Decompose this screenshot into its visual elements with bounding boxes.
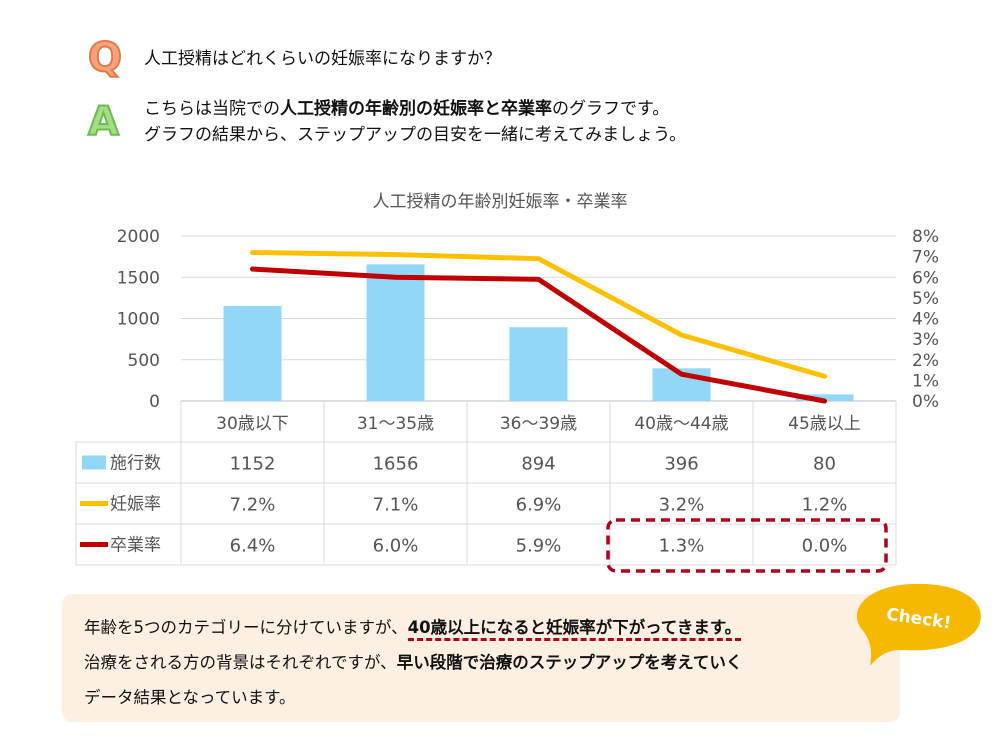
y-left-tick-label: 0 bbox=[149, 392, 160, 412]
line-1 bbox=[250, 250, 827, 379]
a-icon: A bbox=[87, 99, 120, 145]
data-label: 80 bbox=[813, 454, 836, 475]
y-right-tick-label: 4% bbox=[912, 310, 939, 330]
note-line-1: 年齢を5つのカテゴリーに分けていますが、40歳以上になると妊娠率が下がってきます… bbox=[84, 610, 864, 645]
answer-line-1-bold: 人工授精の年齢別の妊娠率と卒業率 bbox=[280, 99, 552, 119]
bar bbox=[366, 264, 425, 401]
highlight-box bbox=[606, 518, 888, 573]
answer-row: A こちらは当院での人工授精の年齢別の妊娠率と卒業率のグラフです。 グラフの結果… bbox=[87, 96, 686, 148]
age-pregnancy-chart: 人工授精の年齢別妊娠率・卒業率 0 500 1000 1500 2000 0%1%2%3%… bbox=[75, 192, 939, 573]
line-2 bbox=[250, 266, 827, 404]
data-label: 894 bbox=[521, 454, 555, 475]
y-right-tick-label: 1% bbox=[912, 371, 939, 391]
y-right-tick-label: 7% bbox=[912, 248, 939, 268]
grid-lines bbox=[181, 235, 896, 402]
y-right-tick-label: 8% bbox=[912, 227, 939, 247]
data-label: 6.9% bbox=[516, 495, 562, 516]
answer-line-1: こちらは当院での人工授精の年齢別の妊娠率と卒業率のグラフです。 bbox=[144, 96, 686, 122]
legend-key-bar bbox=[82, 455, 106, 470]
data-label: 1152 bbox=[230, 454, 276, 475]
speech-bubble-icon bbox=[856, 583, 981, 666]
bar bbox=[223, 305, 282, 401]
axis-labels: 0 500 1000 1500 2000 0%1%2%3%4%5%6%7%8% bbox=[117, 227, 939, 412]
bar bbox=[509, 327, 568, 401]
bar-series bbox=[223, 264, 854, 401]
y-right-tick-label: 3% bbox=[912, 330, 939, 350]
bar bbox=[795, 394, 854, 401]
note-line-2-bold: 早い段階で治療のステップアップを考えていく bbox=[396, 653, 743, 672]
y-right-tick-label: 5% bbox=[912, 289, 939, 309]
x-category-label: 31～35歳 bbox=[357, 414, 434, 434]
data-label: 396 bbox=[664, 454, 698, 475]
data-label: 0.0% bbox=[802, 536, 848, 557]
note-line-2: 治療をされる方の背景はそれぞれですが、早い段階で治療のステップアップを考えていく bbox=[84, 645, 864, 680]
q-icon: Q bbox=[87, 35, 123, 81]
data-label: 1656 bbox=[373, 454, 419, 475]
note-line-1-pre: 年齢を5つのカテゴリーに分けていますが、 bbox=[84, 618, 408, 637]
question-row: Q 人工授精はどれくらいの妊娠率になりますか？ bbox=[87, 35, 501, 81]
chart-title: 人工授精の年齢別妊娠率・卒業率 bbox=[373, 192, 628, 212]
answer-line-1-post: のグラフです。 bbox=[552, 99, 670, 119]
question-text: 人工授精はどれくらいの妊娠率になりますか？ bbox=[144, 49, 501, 69]
data-label: 3.2% bbox=[659, 495, 705, 516]
data-label: 7.2% bbox=[230, 495, 276, 516]
line-series bbox=[250, 250, 827, 404]
note-box bbox=[62, 594, 900, 722]
x-category-label: 45歳以上 bbox=[788, 414, 861, 434]
x-category-label: 36～39歳 bbox=[500, 414, 577, 434]
check-bubble: Check! bbox=[856, 583, 981, 666]
data-label: 6.0% bbox=[373, 536, 419, 557]
note-line-2-pre: 治療をされる方の背景はそれぞれですが、 bbox=[84, 653, 397, 672]
legend-label: 妊娠率 bbox=[110, 495, 161, 515]
note-line-3: データ結果となっています。 bbox=[84, 688, 296, 707]
data-label: 7.1% bbox=[373, 495, 419, 516]
note-line-1-bold: 40歳以上になると妊娠率が下がってきます。 bbox=[407, 618, 742, 641]
answer-line-1-pre: こちらは当院での bbox=[144, 99, 280, 119]
y-left-tick-label: 1000 bbox=[117, 310, 160, 330]
data-label: 1.2% bbox=[802, 495, 848, 516]
y-right-tick-label: 2% bbox=[912, 351, 939, 371]
y-right-tick-label: 0% bbox=[912, 392, 939, 412]
y-left-tick-label: 500 bbox=[128, 351, 160, 371]
data-label: 5.9% bbox=[516, 536, 562, 557]
data-label: 1.3% bbox=[659, 536, 705, 557]
legend-label: 施行数 bbox=[110, 454, 161, 474]
y-left-tick-label: 2000 bbox=[117, 227, 160, 247]
data-label: 6.4% bbox=[230, 536, 276, 557]
y-left-tick-label: 1500 bbox=[117, 268, 160, 288]
y-right-tick-label: 6% bbox=[912, 268, 939, 288]
answer-line-2: グラフの結果から、ステップアップの目安を一緒に考えてみましょう。 bbox=[144, 125, 687, 145]
answer-text: こちらは当院での人工授精の年齢別の妊娠率と卒業率のグラフです。 グラフの結果から… bbox=[144, 96, 686, 148]
legend-label: 卒業率 bbox=[110, 536, 161, 556]
note-text: 年齢を5つのカテゴリーに分けていますが、40歳以上になると妊娠率が下がってきます… bbox=[84, 610, 864, 715]
x-category-label: 30歳以下 bbox=[216, 414, 289, 434]
x-category-label: 40歳～44歳 bbox=[634, 414, 728, 434]
